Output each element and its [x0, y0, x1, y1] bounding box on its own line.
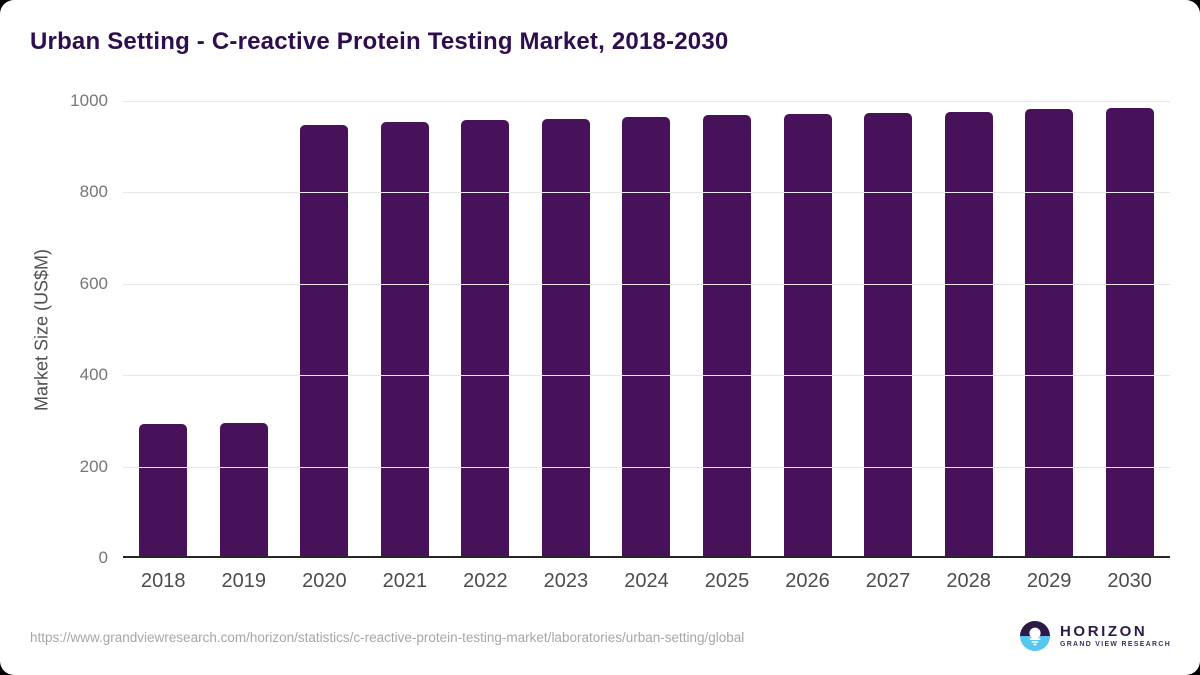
bar-2024 — [622, 116, 671, 556]
x-tick-label: 2019 — [221, 570, 267, 592]
bar-slot — [767, 101, 848, 556]
x-tick-label: 2027 — [865, 570, 911, 592]
y-tick-label: 200 — [79, 456, 108, 476]
bar-slot — [526, 101, 607, 556]
gridline — [123, 192, 1170, 194]
y-tick-label: 1000 — [70, 91, 108, 110]
horizon-logo: HORIZON GRAND VIEW RESEARCH — [1020, 621, 1171, 651]
bar-slot — [445, 101, 526, 556]
bar-slot — [848, 101, 929, 556]
x-tick-label: 2021 — [382, 570, 428, 592]
source-url: https://www.grandviewresearch.com/horizo… — [30, 630, 745, 645]
bar-2018 — [139, 424, 188, 556]
bar-2025 — [702, 115, 751, 556]
bar-slot — [123, 101, 204, 556]
bar-2026 — [783, 114, 832, 556]
x-tick-label: 2029 — [1026, 570, 1072, 592]
y-tick-label: 400 — [79, 365, 108, 385]
bar-slot — [284, 101, 365, 556]
gridline — [123, 101, 1170, 102]
bar-2022 — [461, 120, 510, 556]
bar-2028 — [944, 111, 993, 556]
bar-slot — [687, 101, 768, 556]
bar-slot — [1089, 101, 1170, 556]
x-tick-label: 2024 — [624, 570, 669, 592]
x-tick-label: 2023 — [543, 570, 589, 592]
x-tick-label: 2022 — [463, 570, 508, 592]
bar-2020 — [300, 124, 349, 556]
x-tick-label: 2025 — [704, 570, 750, 592]
bar-slot — [606, 101, 687, 556]
y-tick-label: 0 — [98, 548, 108, 567]
chart-title: Urban Setting - C-reactive Protein Testi… — [30, 28, 729, 55]
bar-slot — [1009, 101, 1090, 556]
x-axis-tick-labels: 2018 2019 2020 2021 2022 2023 2024 2025 2026 2027… — [123, 570, 1170, 593]
bar-slot — [365, 101, 446, 556]
bar-slot — [204, 101, 285, 556]
gridline — [123, 466, 1170, 468]
gridline — [123, 375, 1170, 377]
x-tick-label: 2018 — [141, 570, 186, 592]
logo-text: HORIZON GRAND VIEW RESEARCH — [1060, 624, 1171, 648]
bar-2023 — [541, 119, 590, 556]
x-tick-label: 2026 — [785, 570, 830, 592]
bar-2019 — [219, 422, 268, 556]
bar-2021 — [380, 122, 429, 556]
bar-2029 — [1025, 109, 1074, 556]
y-tick-label: 600 — [79, 273, 108, 293]
y-tick-label: 800 — [79, 182, 108, 202]
x-tick-label: 2030 — [1107, 570, 1152, 592]
logo-subtext: GRAND VIEW RESEARCH — [1060, 641, 1172, 648]
plot-area — [123, 101, 1170, 558]
x-tick-label: 2028 — [946, 570, 991, 592]
bar-2027 — [864, 113, 913, 556]
x-tick-label: 2020 — [302, 570, 347, 592]
bar-slot — [928, 101, 1009, 556]
horizon-logo-icon — [1020, 621, 1050, 651]
bar-2030 — [1105, 107, 1154, 556]
logo-wordmark: HORIZON — [1060, 623, 1148, 640]
gridline — [123, 283, 1170, 285]
